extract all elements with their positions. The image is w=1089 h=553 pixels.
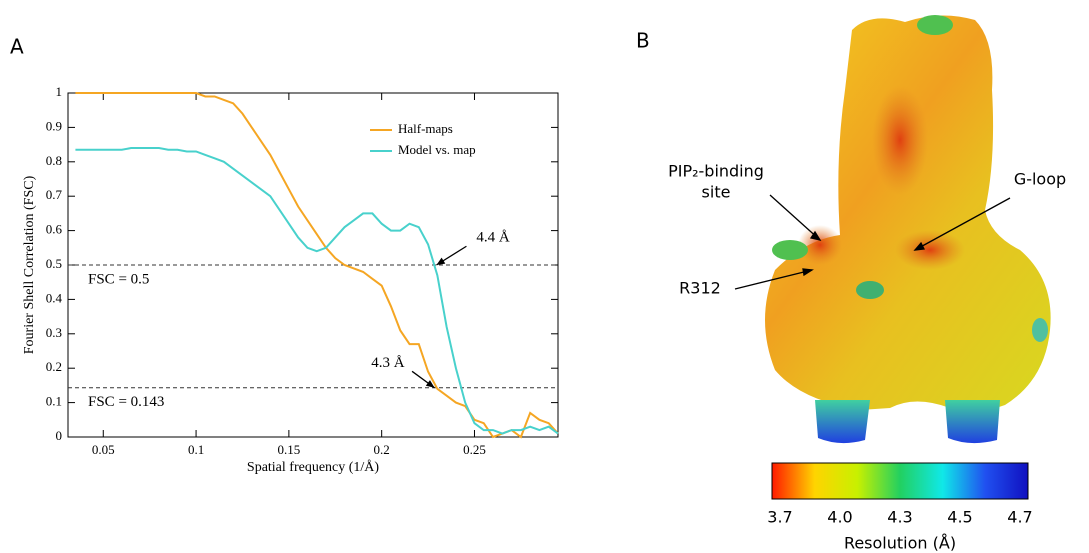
x-axis-label: Spatial frequency (1/Å) xyxy=(247,459,380,475)
panel-label: B xyxy=(636,29,650,53)
y-tick-label: 0.5 xyxy=(46,256,62,271)
threshold-label: FSC = 0.143 xyxy=(88,394,164,410)
y-tick-label: 0.7 xyxy=(46,187,63,202)
map-rendering xyxy=(765,15,1051,444)
y-axis-label: Fourier Shell Correlation (FSC) xyxy=(22,175,37,354)
pointer-arrows xyxy=(734,194,1011,290)
colorbar xyxy=(771,462,1029,500)
y-tick-label: 0.1 xyxy=(46,394,62,409)
annotation-label: site xyxy=(702,183,731,202)
colorbar-tick-label: 4.7 xyxy=(1007,508,1032,527)
x-tick-label: 0.2 xyxy=(374,442,390,457)
y-tick-label: 0.6 xyxy=(46,222,63,237)
y-tick-label: 0.2 xyxy=(46,359,62,374)
x-tick-label: 0.15 xyxy=(277,442,300,457)
x-tick-label: 0.25 xyxy=(463,442,486,457)
y-tick-label: 0 xyxy=(56,428,63,443)
x-tick-label: 0.05 xyxy=(92,442,115,457)
series-line xyxy=(75,147,559,435)
annotation-label: R312 xyxy=(679,279,721,298)
y-tick-label: 0.4 xyxy=(46,290,63,305)
x-tick-label: 0.1 xyxy=(188,442,204,457)
annotation-label: 4.3 Å xyxy=(371,355,405,371)
arrow-head xyxy=(425,380,435,388)
annotation-label: PIP₂-binding xyxy=(668,162,764,181)
y-tick-label: 0.3 xyxy=(46,325,62,340)
y-tick-label: 1 xyxy=(56,84,63,99)
y-tick-label: 0.9 xyxy=(46,118,62,133)
annotation-label: 4.4 Å xyxy=(476,229,510,245)
panel-label: A xyxy=(10,35,24,59)
y-tick-label: 0.8 xyxy=(46,153,62,168)
threshold-label: FSC = 0.5 xyxy=(88,271,149,287)
legend-label: Half-maps xyxy=(398,121,453,136)
arrow-head xyxy=(436,257,446,265)
annotation-label: G-loop xyxy=(1014,170,1066,189)
colorbar-title: Resolution (Å) xyxy=(844,534,956,553)
colorbar-tick-label: 4.0 xyxy=(827,508,852,527)
colorbar-tick-label: 4.5 xyxy=(947,508,972,527)
legend-label: Model vs. map xyxy=(398,142,476,157)
colorbar-tick-label: 4.3 xyxy=(887,508,912,527)
colorbar-tick-label: 3.7 xyxy=(767,508,792,527)
series-line xyxy=(75,92,559,439)
